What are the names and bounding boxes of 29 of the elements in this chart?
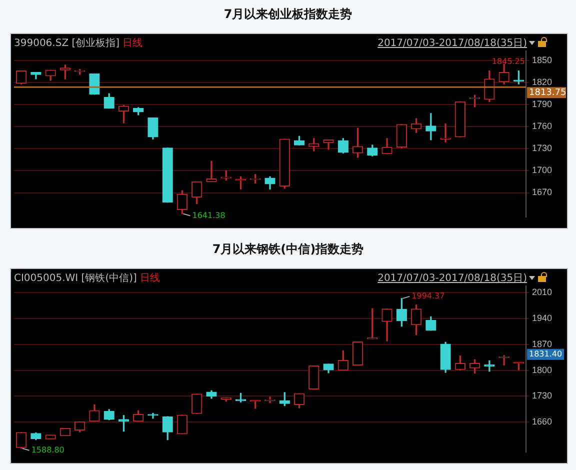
y-tick-label: 1730 <box>532 143 552 154</box>
text: CI005005.WI [钢铁(中信)] <box>14 273 138 284</box>
candlestick <box>484 360 495 372</box>
y-tick-label: 1940 <box>532 313 552 324</box>
y-tick-label: 1820 <box>532 77 552 88</box>
candlestick <box>206 160 217 182</box>
annotation: 1588.80 <box>31 445 64 454</box>
text: 2017/07/03-2017/08/18(35日) <box>378 37 527 50</box>
chart-title: 7月以来创业板指数走势 <box>222 6 354 23</box>
annotation: 1845.25 <box>492 57 526 66</box>
ref-line-label: 1813.75 <box>529 88 566 98</box>
y-tick-label: 1730 <box>532 390 552 401</box>
y-tick-label: 1700 <box>532 165 552 176</box>
y-tick-label: 1660 <box>532 416 552 427</box>
chart-title: 7月以来钢铁(中信)指数走势 <box>211 241 365 258</box>
y-tick-label: 2010 <box>532 287 552 298</box>
text: 日线 <box>140 273 160 284</box>
y-tick-label: 1760 <box>532 121 552 132</box>
y-tick-label: 1870 <box>532 338 552 349</box>
text: 日线 <box>122 38 143 49</box>
text: 399006.SZ [创业板指] <box>14 38 121 49</box>
text: 1831.40 <box>529 349 562 358</box>
annotation: 1994.37 <box>412 292 445 301</box>
annotation: 1641.38 <box>192 210 226 220</box>
y-tick-label: 1800 <box>532 364 552 375</box>
text: 2017/07/03-2017/08/18(35日) <box>378 272 527 285</box>
y-tick-label: 1790 <box>532 99 552 110</box>
y-tick-label: 1850 <box>532 55 552 66</box>
y-tick-label: 1670 <box>532 187 552 198</box>
